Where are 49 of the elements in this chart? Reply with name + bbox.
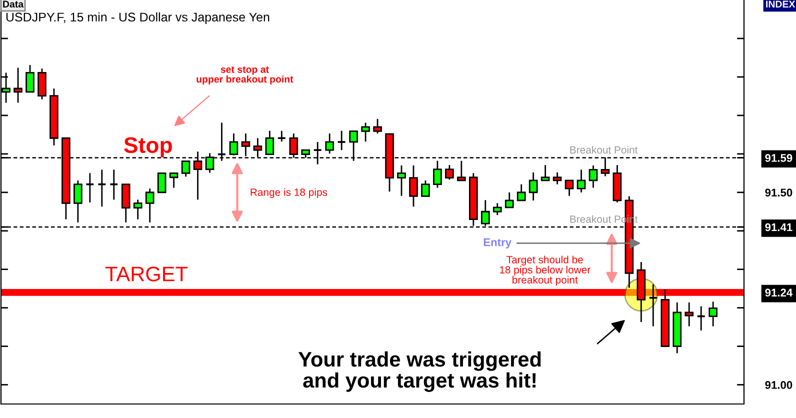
candlestick xyxy=(457,160,466,182)
candlestick xyxy=(169,172,178,188)
candlestick xyxy=(265,130,274,155)
y-tick-label: 91.50 xyxy=(765,188,792,197)
candlestick xyxy=(277,130,286,142)
candlestick xyxy=(576,168,586,194)
text: USDJPY.F, 15 min - US Dollar vs Japanese Yen xyxy=(6,12,270,24)
candlestick xyxy=(516,184,526,202)
y-axis-title: INDEX xyxy=(766,0,796,8)
candlestick xyxy=(409,164,418,208)
candlestick xyxy=(26,64,34,93)
candlestick xyxy=(492,202,502,216)
candlestick xyxy=(145,188,154,224)
candlestick xyxy=(708,300,718,327)
candlestick xyxy=(540,164,550,182)
candlestick xyxy=(325,132,334,154)
candlestick xyxy=(445,164,454,180)
annotation: Target should be 18 pips below lower breakout point xyxy=(500,256,590,286)
annotation: Your trade was triggered and your target was hit! xyxy=(298,351,541,392)
annotation: Range is 18 pips xyxy=(250,188,328,198)
candlestick xyxy=(564,180,574,197)
candlestick xyxy=(552,172,562,185)
y-tick-label: 91.59 xyxy=(765,154,792,162)
candlestick xyxy=(38,68,46,100)
ref-line-label: Breakout Point xyxy=(570,146,638,154)
candlestick xyxy=(157,172,166,194)
candlestick xyxy=(588,164,598,188)
candlestick xyxy=(121,184,130,224)
annotation: Stop xyxy=(124,137,172,158)
ref-line-label: TARGET xyxy=(105,266,188,282)
candlestick xyxy=(361,122,370,142)
y-tick-label: 91.41 xyxy=(765,223,792,232)
annotation: set stop at upper breakout point xyxy=(196,66,294,85)
annotation: Entry xyxy=(484,238,512,248)
candlestick xyxy=(504,192,514,208)
candlestick xyxy=(684,302,694,327)
y-tick-label: 91.24 xyxy=(765,288,793,297)
candlestick xyxy=(433,160,442,188)
candlestick xyxy=(14,67,22,104)
candlestick xyxy=(181,160,190,178)
candlestick xyxy=(397,164,406,197)
candlestick xyxy=(373,118,382,134)
candlestick xyxy=(528,172,538,202)
candlestick xyxy=(421,180,430,197)
annotation: Data xyxy=(3,0,24,8)
candlestick xyxy=(133,198,142,220)
candlestick xyxy=(74,180,82,224)
y-tick-label: 91.00 xyxy=(765,381,792,389)
candlestick xyxy=(336,130,346,151)
